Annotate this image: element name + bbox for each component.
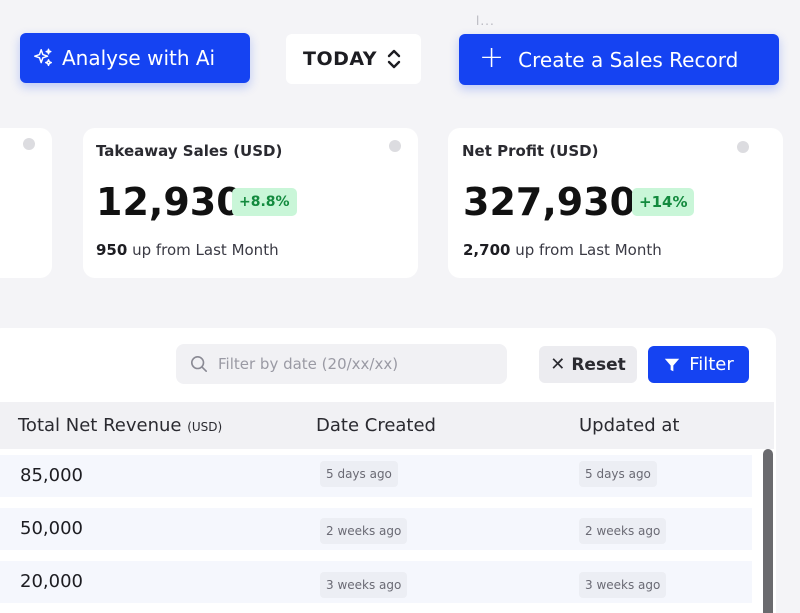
table-scrollbar[interactable] (763, 449, 773, 613)
table-row[interactable]: 20,000 3 weeks ago 3 weeks ago (0, 561, 752, 603)
row-date-created: 5 days ago (320, 461, 398, 487)
row-updated-at: 2 weeks ago (579, 518, 667, 544)
date-filter-search[interactable] (176, 344, 507, 384)
row-date-created: 2 weeks ago (320, 518, 408, 544)
row-revenue: 50,000 (20, 518, 83, 539)
net-profit-card: Net Profit (USD) 327,930 +14% 2,700 up f… (448, 128, 783, 278)
filter-button[interactable]: Filter (648, 346, 749, 383)
period-label: TODAY (303, 48, 378, 70)
analyse-with-ai-button[interactable]: Analyse with Ai (20, 33, 250, 83)
table-row[interactable]: 85,000 5 days ago 5 days ago (0, 455, 752, 497)
card-menu-dot-icon[interactable] (389, 140, 401, 152)
card-sub-amount: 950 (96, 241, 128, 259)
card-menu-dot-icon[interactable] (23, 138, 35, 150)
plus-icon: + (479, 40, 505, 75)
card-sub-label: up from Last Month (127, 241, 279, 259)
create-sales-record-label: Create a Sales Record (518, 47, 739, 72)
column-header-revenue[interactable]: Total Net Revenue (USD) (18, 415, 222, 436)
growth-badge: +14% (632, 188, 695, 216)
date-filter-input[interactable] (218, 355, 498, 373)
table-header: Total Net Revenue (USD) Date Created Upd… (0, 402, 774, 449)
analyse-with-ai-label: Analyse with Ai (62, 46, 216, 70)
close-icon: ✕ (550, 354, 566, 375)
row-updated-at: 3 weeks ago (579, 572, 667, 598)
card-value: 12,930 (96, 180, 243, 224)
filter-label: Filter (689, 354, 734, 375)
card-title: Net Profit (USD) (462, 142, 599, 160)
card-value: 327,930 (463, 180, 637, 224)
row-updated-at: 5 days ago (579, 461, 657, 487)
funnel-icon (665, 358, 680, 371)
column-header-updated-at[interactable]: Updated at (579, 415, 680, 436)
card-subtext: 2,700 up from Last Month (463, 241, 662, 259)
search-icon (190, 355, 208, 373)
card-menu-dot-icon[interactable] (737, 141, 749, 153)
sparkle-icon (34, 48, 52, 67)
truncated-indicator: l... (476, 14, 495, 28)
takeaway-sales-card: Takeaway Sales (USD) 12,930 +8.8% 950 up… (83, 128, 418, 278)
summary-card-partial (0, 128, 52, 278)
card-sub-amount: 2,700 (463, 241, 511, 259)
card-sub-label: up from Last Month (510, 241, 662, 259)
reset-label: Reset (571, 354, 626, 375)
reset-button[interactable]: ✕ Reset (539, 346, 637, 383)
table-row[interactable]: 50,000 2 weeks ago 2 weeks ago (0, 508, 752, 550)
row-date-created: 3 weeks ago (320, 572, 408, 598)
growth-badge: +8.8% (232, 188, 297, 216)
card-subtext: 950 up from Last Month (96, 241, 279, 259)
card-title: Takeaway Sales (USD) (96, 142, 283, 160)
column-header-date-created[interactable]: Date Created (316, 415, 436, 436)
sort-updown-icon (387, 49, 401, 69)
period-selector[interactable]: TODAY (286, 34, 421, 84)
row-revenue: 20,000 (20, 571, 83, 592)
column-header-revenue-label: Total Net Revenue (18, 415, 182, 436)
row-revenue: 85,000 (20, 465, 83, 486)
column-header-revenue-unit: (USD) (187, 420, 223, 434)
create-sales-record-button[interactable]: + Create a Sales Record (459, 34, 779, 85)
